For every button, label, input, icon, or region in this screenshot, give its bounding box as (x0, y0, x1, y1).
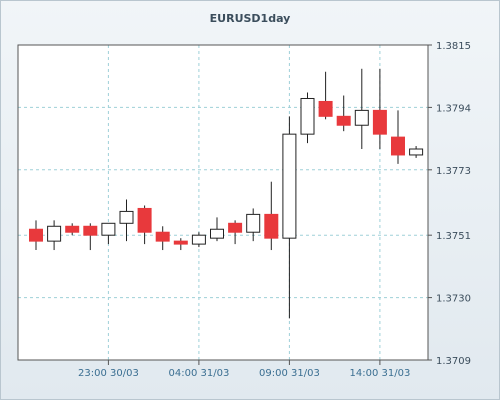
candle-body-down (155, 231, 170, 242)
candle-body-down (65, 225, 80, 233)
candle (29, 220, 43, 251)
candle (228, 220, 243, 245)
candle (101, 222, 116, 245)
candle (246, 208, 261, 242)
x-tick-label: 14:00 31/03 (349, 368, 410, 379)
candle-body-down (264, 213, 279, 239)
candle-body-down (137, 207, 152, 233)
axis-labels: 1.3815 1.3794 1.3773 1.3751 1.3730 1.3709 23:0… (78, 41, 471, 379)
candle-body-down (372, 109, 387, 135)
candle-body-up (191, 234, 206, 245)
candle (155, 226, 170, 251)
candle (264, 181, 279, 251)
candle (119, 199, 134, 242)
candle-body-up (246, 213, 261, 233)
candle-body-down (336, 115, 351, 126)
plot-border (17, 44, 429, 361)
candle (372, 68, 387, 150)
y-tick-label: 1.3751 (436, 231, 471, 242)
chart-title: EURUSD1day (210, 12, 291, 25)
candle (137, 205, 152, 245)
candle (47, 220, 62, 251)
candle-body-down (29, 228, 43, 242)
axes (17, 44, 432, 365)
x-tick-label: 23:00 30/03 (78, 368, 139, 379)
y-tick-label: 1.3815 (436, 41, 471, 52)
candle (336, 95, 351, 132)
candle-body-up (300, 97, 315, 135)
candle (409, 146, 424, 158)
candle (65, 223, 80, 236)
candle (282, 116, 297, 319)
candle-body-up (210, 228, 224, 239)
candle (318, 71, 333, 120)
candle (83, 223, 98, 251)
candle (173, 238, 188, 251)
y-tick-label: 1.3730 (436, 294, 471, 305)
candle-body-up (282, 133, 297, 239)
x-tick-label: 04:00 31/03 (168, 368, 229, 379)
candle-body-up (409, 148, 424, 156)
candle-body-up (119, 210, 134, 224)
candle-body-down (173, 240, 188, 245)
candle-body-up (354, 109, 369, 126)
y-tick-label: 1.3773 (436, 166, 471, 177)
y-tick-label: 1.3794 (436, 103, 471, 114)
candle-body-down (83, 225, 98, 236)
candle-body-down (228, 222, 243, 233)
y-tick-label: 1.3709 (436, 356, 471, 367)
candle-body-up (101, 222, 116, 236)
candle-body-down (318, 100, 333, 117)
candles (29, 68, 424, 319)
candle (210, 217, 224, 242)
candle-body-up (47, 225, 62, 242)
plot-area (18, 45, 428, 360)
x-tick-label: 09:00 31/03 (259, 368, 320, 379)
candle (391, 110, 405, 164)
candle (354, 68, 369, 150)
candle-body-down (391, 136, 405, 156)
candle (300, 92, 315, 144)
candle (191, 232, 206, 248)
